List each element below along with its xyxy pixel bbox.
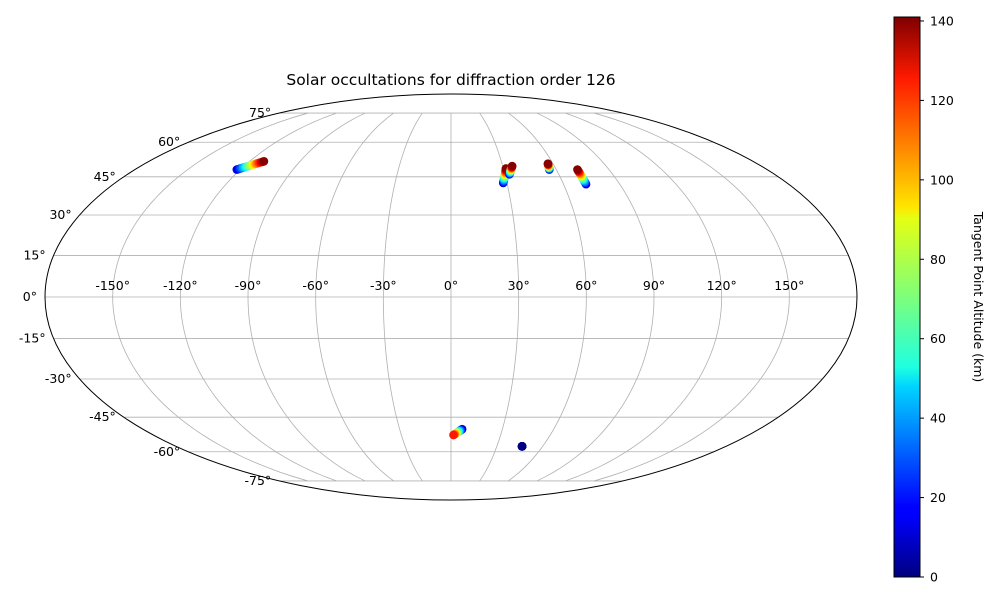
lon-tick-label: 90° bbox=[643, 278, 665, 293]
data-point bbox=[543, 159, 553, 168]
lon-tick-label: -120° bbox=[163, 278, 198, 293]
meridian-line bbox=[382, 112, 423, 482]
lon-tick-label: 30° bbox=[508, 278, 530, 293]
meridian-line bbox=[508, 112, 587, 482]
lat-tick-label: -45° bbox=[89, 409, 116, 424]
data-point bbox=[259, 157, 269, 166]
lat-tick-label: -30° bbox=[45, 371, 72, 386]
graticule bbox=[45, 112, 857, 482]
map-boundary bbox=[44, 93, 858, 501]
occultation-track bbox=[449, 424, 467, 440]
meridian-line bbox=[536, 112, 655, 482]
colorbar-gradient bbox=[893, 16, 921, 578]
lon-tick-label: 0° bbox=[444, 278, 458, 293]
lat-tick-label: 75° bbox=[249, 105, 271, 120]
lat-tick-label: 45° bbox=[94, 169, 116, 184]
lon-tick-label: 120° bbox=[707, 278, 737, 293]
colorbar-tick-label: 100 bbox=[930, 172, 954, 187]
lon-tick-label: -60° bbox=[302, 278, 329, 293]
colorbar: 0 20 40 60 80 100 120 140 Tangent Point Altitud… bbox=[893, 13, 986, 585]
occultation-points bbox=[232, 157, 591, 451]
lon-tick-label: -30° bbox=[370, 278, 397, 293]
lat-tick-label: 0° bbox=[23, 289, 37, 304]
occultation-track bbox=[505, 161, 517, 179]
data-point bbox=[573, 165, 582, 174]
colorbar-label: Tangent Point Altitude (km) bbox=[971, 211, 986, 383]
lat-tick-label: -15° bbox=[19, 331, 46, 346]
meridian-line bbox=[594, 112, 790, 482]
lat-tick-label: -60° bbox=[154, 444, 181, 459]
colorbar-tick-label: 20 bbox=[930, 490, 946, 505]
lon-tick-label: -150° bbox=[95, 278, 130, 293]
colorbar-tick-label: 140 bbox=[930, 13, 954, 28]
lon-tick-label: -90° bbox=[235, 278, 262, 293]
colorbar-ticks: 0 20 40 60 80 100 120 140 bbox=[920, 13, 954, 585]
lat-tick-label: 15° bbox=[23, 247, 45, 262]
meridian-line bbox=[565, 112, 723, 482]
occultation-track bbox=[232, 157, 269, 174]
lon-tick-label: 60° bbox=[575, 278, 597, 293]
occultation-track bbox=[517, 442, 527, 451]
data-point bbox=[449, 430, 458, 440]
lat-tick-label: -75° bbox=[245, 473, 272, 488]
occultation-track bbox=[573, 165, 591, 189]
longitude-tick-labels: -150° -120° -90° -60° -30° 0° 30° 60° 90° 120° 150… bbox=[95, 278, 804, 293]
data-point bbox=[517, 442, 527, 451]
meridian-line bbox=[112, 112, 308, 482]
lat-tick-label: 60° bbox=[158, 134, 180, 149]
latitude-tick-labels: -75° -60° -45° -30° -15° 0° 15° 30° 45° 60° 75° bbox=[19, 105, 271, 488]
colorbar-tick-label: 80 bbox=[930, 252, 946, 267]
data-point bbox=[507, 161, 517, 171]
meridian-line bbox=[315, 112, 394, 482]
occultation-track bbox=[543, 159, 554, 174]
chart-title: Solar occultations for diffraction order… bbox=[286, 71, 615, 89]
colorbar-tick-label: 0 bbox=[930, 570, 938, 585]
lat-tick-label: 30° bbox=[49, 207, 71, 222]
colorbar-tick-label: 40 bbox=[930, 411, 946, 426]
colorbar-tick-label: 60 bbox=[930, 331, 946, 346]
lon-tick-label: 150° bbox=[774, 278, 804, 293]
meridian-line bbox=[247, 112, 366, 482]
meridian-line bbox=[479, 112, 520, 482]
colorbar-tick-label: 120 bbox=[930, 93, 954, 108]
